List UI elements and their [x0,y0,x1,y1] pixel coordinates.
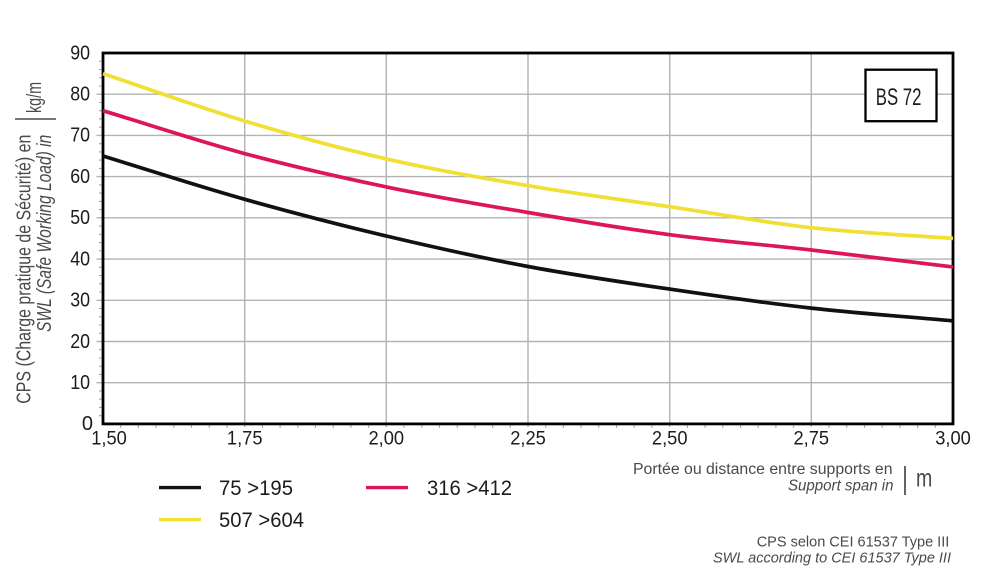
svg-text:75 >195: 75 >195 [219,477,293,500]
svg-text:m: m [916,465,932,493]
svg-text:Support span in: Support span in [788,478,894,495]
svg-text:CPS (Charge pratique de Sécuri: CPS (Charge pratique de Sécurité) en [14,135,36,404]
svg-text:0: 0 [82,413,93,435]
svg-text:10: 10 [70,372,90,394]
svg-text:2,75: 2,75 [794,427,830,449]
svg-text:70: 70 [70,125,90,147]
svg-text:2,50: 2,50 [652,427,688,449]
svg-text:SWL according to CEI 61537 Typ: SWL according to CEI 61537 Type III [713,549,952,566]
svg-text:1,50: 1,50 [91,427,127,449]
svg-text:SWL (Safe Working Load) in: SWL (Safe Working Load) in [34,135,56,332]
svg-text:90: 90 [70,42,90,64]
svg-text:60: 60 [70,166,90,188]
svg-text:1,75: 1,75 [227,427,263,449]
svg-text:BS 72: BS 72 [876,84,922,111]
svg-text:40: 40 [70,248,90,270]
svg-text:Portée ou distance entre suppo: Portée ou distance entre supports en [633,461,893,478]
svg-text:2,00: 2,00 [369,427,405,449]
svg-text:507 >604: 507 >604 [219,509,304,532]
svg-text:50: 50 [70,207,90,229]
svg-text:316 >412: 316 >412 [427,477,512,500]
svg-text:30: 30 [70,290,90,312]
svg-text:CPS selon CEI 61537 Type III: CPS selon CEI 61537 Type III [757,534,950,551]
svg-text:20: 20 [70,331,90,353]
svg-text:2,25: 2,25 [510,427,546,449]
svg-text:kg/m: kg/m [24,82,46,113]
svg-text:3,00: 3,00 [935,427,971,449]
svg-text:80: 80 [70,84,90,106]
